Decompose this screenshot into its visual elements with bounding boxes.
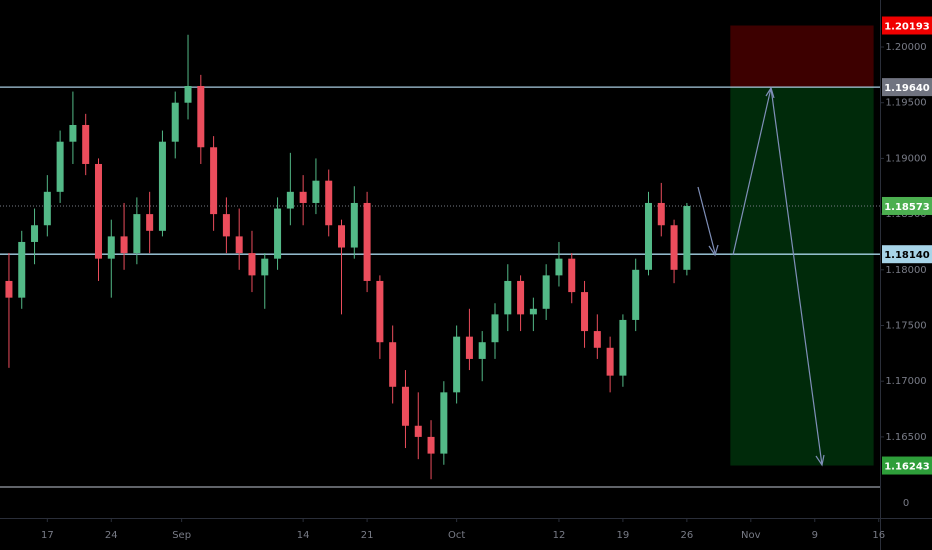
candle-body	[299, 191, 307, 203]
x-tick-label: 17	[41, 530, 54, 541]
candle-body	[222, 214, 230, 237]
x-tick-label: 14	[297, 530, 310, 541]
candle-body	[504, 280, 512, 315]
candle-body	[606, 347, 614, 376]
candle-body	[350, 202, 358, 248]
candle-body	[5, 280, 13, 298]
candle-body	[581, 292, 589, 332]
x-tick-label: Oct	[448, 530, 465, 541]
candle-body	[376, 280, 384, 343]
candle-body	[184, 85, 192, 103]
y-tick-label: 1.17000	[885, 376, 926, 387]
x-tick-label: 16	[872, 530, 885, 541]
candle-body	[325, 180, 333, 226]
candle-body	[683, 205, 691, 270]
candle-body	[555, 258, 563, 276]
candle-body	[18, 241, 26, 298]
arrow-head	[815, 454, 825, 467]
candle-body	[363, 202, 371, 281]
price-tag	[882, 78, 932, 97]
x-tick-label: 19	[617, 530, 630, 541]
y-tick-label: 1.17500	[885, 321, 926, 332]
bottom-label: 0	[903, 498, 909, 509]
candle-body	[491, 314, 499, 343]
candle-body	[427, 436, 435, 454]
price-tag-label: 1.20193	[884, 22, 930, 33]
y-tick-label: 1.18000	[885, 265, 926, 276]
arrow-head	[765, 86, 775, 99]
price-tag-label: 1.18573	[884, 202, 930, 213]
x-tick-label: Nov	[741, 530, 761, 541]
arrow	[697, 186, 716, 254]
candle-body	[107, 236, 115, 259]
candle-body	[644, 202, 652, 270]
y-tick-label: 1.19500	[885, 98, 926, 109]
stop-zone	[730, 25, 874, 88]
candle-body	[94, 163, 102, 259]
candle-body	[120, 236, 128, 254]
candle-body	[619, 319, 627, 376]
candle-body	[632, 269, 640, 320]
candle-body	[453, 336, 461, 393]
target-zone	[730, 87, 874, 466]
x-tick-label: Sep	[172, 530, 191, 541]
x-tick-label: 12	[553, 530, 566, 541]
price-tag	[882, 196, 932, 215]
candle-body	[593, 331, 601, 348]
candle-body	[210, 147, 218, 215]
candle-body	[401, 386, 409, 426]
price-tag-label: 1.16243	[884, 462, 930, 473]
candle-body	[338, 225, 346, 248]
candle-body	[529, 308, 537, 315]
candle-body	[670, 225, 678, 270]
candle-body	[465, 336, 473, 359]
x-tick-label: 24	[105, 530, 118, 541]
candle-body	[133, 214, 141, 254]
x-tick-label: 9	[812, 530, 818, 541]
candle-body	[568, 258, 576, 293]
candle-body	[286, 191, 294, 209]
candle-body	[197, 85, 205, 148]
price-tag	[882, 456, 932, 475]
candle-body	[235, 236, 243, 254]
price-tag-label: 1.19640	[884, 83, 930, 94]
candle-body	[171, 102, 179, 142]
candle-body	[261, 258, 269, 276]
candle-body	[657, 202, 665, 226]
arrow-head	[708, 244, 719, 257]
y-tick-label: 1.16500	[885, 432, 926, 443]
candle-body	[56, 141, 64, 192]
candle-body	[414, 425, 422, 437]
candle-body	[158, 141, 166, 231]
x-tick-label: 21	[361, 530, 374, 541]
price-tag-label: 1.18140	[884, 250, 930, 261]
candle-body	[274, 208, 282, 259]
y-tick-label: 1.20000	[885, 42, 926, 53]
x-tick-label: 26	[680, 530, 693, 541]
candle-body	[43, 191, 51, 226]
candle-body	[248, 253, 256, 276]
candle-body	[478, 342, 486, 359]
candle-body	[517, 280, 525, 315]
candle-body	[82, 124, 90, 164]
y-tick-label: 1.19000	[885, 153, 926, 164]
price-tag	[882, 245, 932, 264]
candle-body	[146, 214, 154, 231]
candle-body	[31, 225, 39, 242]
candle-body	[389, 342, 397, 387]
candle-body	[542, 275, 550, 309]
candle-body	[69, 124, 77, 142]
candle-body	[312, 180, 320, 203]
price-tag	[882, 16, 932, 35]
candle-body	[440, 392, 448, 454]
